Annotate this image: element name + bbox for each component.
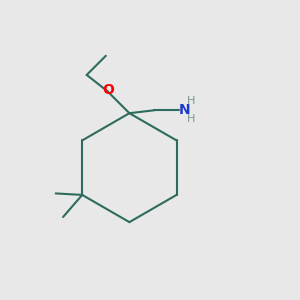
Text: O: O [102, 83, 114, 97]
Text: H: H [186, 96, 195, 106]
Text: H: H [186, 114, 195, 124]
Text: N: N [178, 103, 190, 117]
